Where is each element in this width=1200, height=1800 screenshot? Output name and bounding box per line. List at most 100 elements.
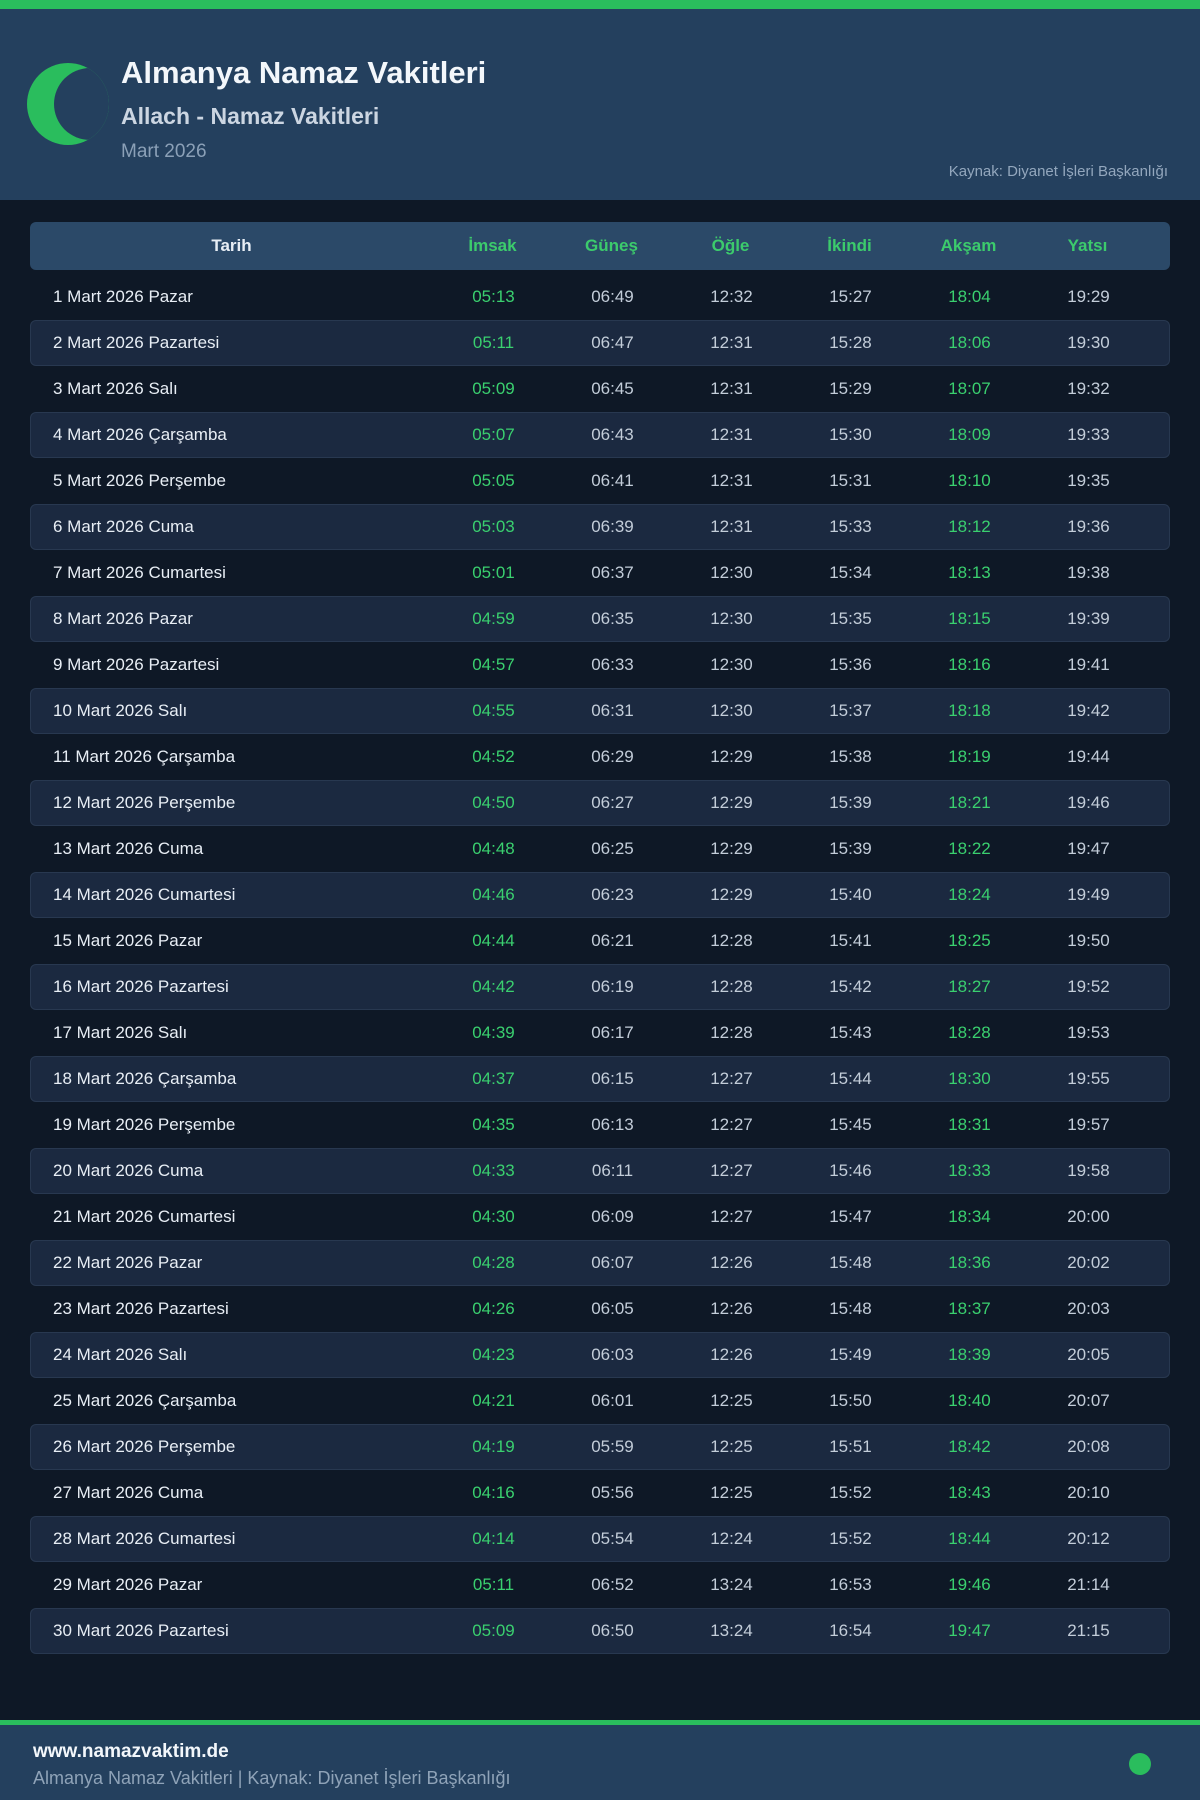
date-cell: 24 Mart 2026 Salı	[53, 1345, 188, 1364]
time-cell: 15:42	[829, 977, 872, 996]
time-cell: 06:09	[591, 1207, 634, 1226]
time-cell: 06:39	[591, 517, 634, 536]
time-cell: 15:45	[829, 1115, 872, 1134]
time-cell: 16:53	[829, 1575, 872, 1594]
time-cell: 19:46	[1067, 793, 1110, 812]
date-cell: 13 Mart 2026 Cuma	[53, 839, 204, 858]
time-cell: 12:26	[710, 1299, 753, 1318]
table-row: 30 Mart 2026 Pazartesi 05:09 06:50 13:24 16:…	[30, 1608, 1170, 1654]
table-row: 5 Mart 2026 Perşembe 05:05 06:41 12:31 15:31…	[30, 458, 1170, 504]
date-cell: 10 Mart 2026 Salı	[53, 701, 188, 720]
table-row: 7 Mart 2026 Cumartesi 05:01 06:37 12:30 15:3…	[30, 550, 1170, 596]
column-header: Yatsı	[1067, 236, 1108, 255]
time-cell: 19:47	[1067, 839, 1110, 858]
time-cell: 12:31	[710, 517, 753, 536]
time-cell: 06:03	[591, 1345, 634, 1364]
time-cell: 20:03	[1067, 1299, 1110, 1318]
time-cell: 18:36	[948, 1253, 991, 1272]
time-cell: 12:32	[710, 287, 753, 306]
time-cell: 04:39	[472, 1023, 515, 1042]
time-cell: 15:46	[829, 1161, 872, 1180]
time-cell: 18:06	[948, 333, 991, 352]
time-cell: 12:30	[710, 655, 753, 674]
date-cell: 12 Mart 2026 Perşembe	[53, 793, 236, 812]
time-cell: 20:00	[1067, 1207, 1110, 1226]
footer-website-link[interactable]: www.namazvaktim.de	[33, 1741, 229, 1762]
time-cell: 05:07	[472, 425, 515, 444]
time-cell: 18:30	[948, 1069, 991, 1088]
time-cell: 05:59	[591, 1437, 634, 1456]
time-cell: 06:15	[591, 1069, 634, 1088]
date-cell: 30 Mart 2026 Pazartesi	[53, 1621, 229, 1640]
table-body: 1 Mart 2026 Pazar 05:13 06:49 12:32 15:27 18:…	[30, 274, 1170, 1654]
date-cell: 7 Mart 2026 Cumartesi	[53, 563, 226, 582]
time-cell: 18:07	[948, 379, 991, 398]
column-header: Güneş	[585, 236, 638, 255]
time-cell: 06:31	[591, 701, 634, 720]
date-cell: 16 Mart 2026 Pazartesi	[53, 977, 229, 996]
time-cell: 04:42	[472, 977, 515, 996]
time-cell: 18:15	[948, 609, 991, 628]
time-cell: 04:19	[472, 1437, 515, 1456]
time-cell: 12:31	[710, 425, 753, 444]
time-cell: 06:33	[591, 655, 634, 674]
time-cell: 19:29	[1067, 287, 1110, 306]
source-label: Kaynak: Diyanet İşleri Başkanlığı	[948, 163, 1168, 180]
time-cell: 15:50	[829, 1391, 872, 1410]
time-cell: 18:13	[948, 563, 991, 582]
table-row: 4 Mart 2026 Çarşamba 05:07 06:43 12:31 15:30…	[30, 412, 1170, 458]
time-cell: 04:14	[472, 1529, 515, 1548]
date-cell: 2 Mart 2026 Pazartesi	[53, 333, 220, 352]
time-cell: 06:43	[591, 425, 634, 444]
prayer-times-table: Tarih İmsak Güneş Öğle İkindi Akşam Yatsı 1 Ma…	[30, 222, 1170, 1654]
footer-source-text: Almanya Namaz Vakitleri | Kaynak: Diyane…	[33, 1768, 511, 1788]
status-dot-icon	[1129, 1753, 1151, 1775]
time-cell: 04:48	[472, 839, 515, 858]
time-cell: 12:27	[710, 1207, 753, 1226]
time-cell: 04:44	[472, 931, 515, 950]
time-cell: 04:46	[472, 885, 515, 904]
time-cell: 04:28	[472, 1253, 515, 1272]
time-cell: 12:27	[710, 1115, 753, 1134]
time-cell: 19:46	[948, 1575, 991, 1594]
date-cell: 6 Mart 2026 Cuma	[53, 517, 194, 536]
table-head-row: Tarih İmsak Güneş Öğle İkindi Akşam Yatsı	[30, 222, 1170, 270]
time-cell: 12:28	[710, 931, 753, 950]
table-row: 12 Mart 2026 Perşembe 04:50 06:27 12:29 15:3…	[30, 780, 1170, 826]
table-row: 25 Mart 2026 Çarşamba 04:21 06:01 12:25 15:5…	[30, 1378, 1170, 1424]
time-cell: 12:31	[710, 333, 753, 352]
time-cell: 06:07	[591, 1253, 634, 1272]
time-cell: 12:28	[710, 1023, 753, 1042]
time-cell: 19:38	[1067, 563, 1110, 582]
time-cell: 15:38	[829, 747, 872, 766]
time-cell: 18:04	[948, 287, 991, 306]
time-cell: 18:10	[948, 471, 991, 490]
time-cell: 18:42	[948, 1437, 991, 1456]
date-cell: 5 Mart 2026 Perşembe	[53, 471, 226, 490]
table-row: 17 Mart 2026 Salı 04:39 06:17 12:28 15:43 18:…	[30, 1010, 1170, 1056]
time-cell: 05:11	[472, 1575, 515, 1594]
date-cell: 9 Mart 2026 Pazartesi	[53, 655, 220, 674]
time-cell: 04:21	[472, 1391, 515, 1410]
time-cell: 18:31	[948, 1115, 991, 1134]
time-cell: 15:52	[829, 1483, 872, 1502]
column-header: Tarih	[211, 236, 252, 255]
date-cell: 28 Mart 2026 Cumartesi	[53, 1529, 236, 1548]
time-cell: 18:27	[948, 977, 991, 996]
header-text-block: Almanya Namaz Vakitleri Allach - Namaz V…	[121, 55, 486, 164]
time-cell: 15:48	[829, 1299, 872, 1318]
time-cell: 15:31	[829, 471, 872, 490]
time-cell: 18:44	[948, 1529, 991, 1548]
time-cell: 15:37	[829, 701, 872, 720]
time-cell: 13:24	[710, 1575, 753, 1594]
time-cell: 15:47	[829, 1207, 872, 1226]
time-cell: 05:56	[591, 1483, 634, 1502]
time-cell: 15:39	[829, 839, 872, 858]
time-cell: 04:37	[472, 1069, 515, 1088]
time-cell: 05:09	[472, 379, 515, 398]
table-row: 27 Mart 2026 Cuma 04:16 05:56 12:25 15:52 18:…	[30, 1470, 1170, 1516]
table-row: 21 Mart 2026 Cumartesi 04:30 06:09 12:27 15:…	[30, 1194, 1170, 1240]
time-cell: 06:21	[591, 931, 634, 950]
table-row: 14 Mart 2026 Cumartesi 04:46 06:23 12:29 15:…	[30, 872, 1170, 918]
time-cell: 15:30	[829, 425, 872, 444]
